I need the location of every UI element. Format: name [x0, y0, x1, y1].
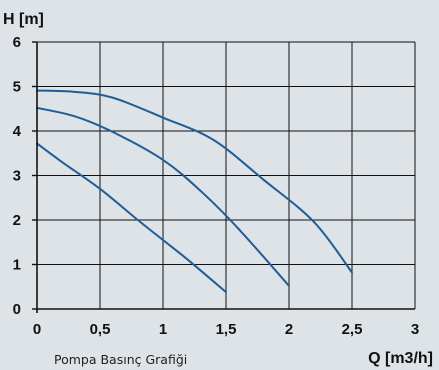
y-tick-label: 5 — [13, 79, 21, 96]
y-tick-label: 4 — [13, 123, 22, 140]
series-line-1 — [36, 142, 227, 294]
y-tick-label: 3 — [13, 168, 21, 185]
x-tick-label: 3 — [411, 321, 419, 338]
series-line-3 — [36, 89, 353, 274]
series-line-2 — [36, 106, 290, 287]
x-tick-label: 1,5 — [216, 321, 237, 338]
tick-labels: 0 1 2 3 4 5 6 0 0,5 1 1,5 2 2,5 3 — [13, 34, 420, 338]
series-group — [36, 89, 353, 294]
chart-caption: Pompa Basınç Grafiği — [54, 352, 187, 367]
y-tick-label: 6 — [13, 34, 21, 51]
x-tick-label: 0 — [33, 321, 41, 338]
grid — [37, 41, 416, 309]
x-tick-label: 2,5 — [342, 321, 363, 338]
y-axis-label: H [m] — [3, 11, 44, 28]
y-tick-label: 0 — [13, 301, 21, 318]
x-tick-label: 1 — [159, 321, 167, 338]
x-tick-label: 0,5 — [90, 321, 111, 338]
x-axis-label: Q [m3/h] — [368, 350, 433, 367]
axes — [32, 41, 415, 313]
y-tick-label: 2 — [13, 212, 21, 229]
x-tick-label: 2 — [285, 321, 293, 338]
y-tick-label: 1 — [13, 257, 21, 274]
